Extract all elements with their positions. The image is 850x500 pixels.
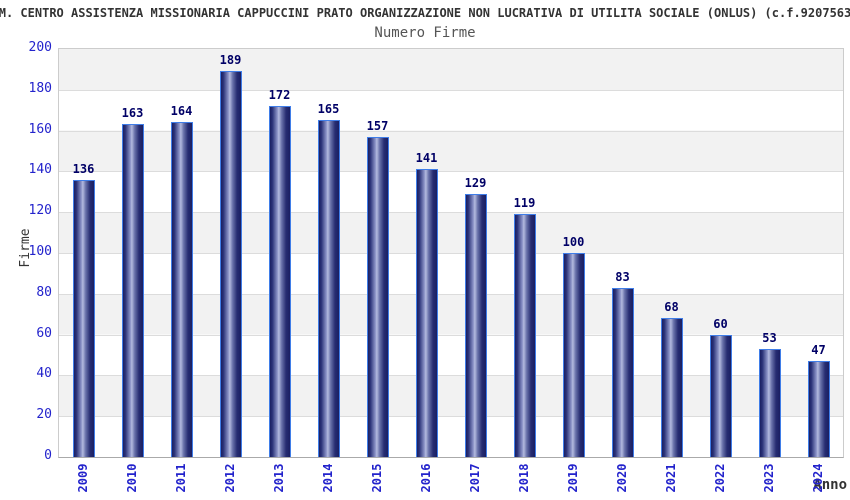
grid-line [59, 89, 843, 91]
grid-line [59, 375, 843, 377]
x-tick-label: 2017 [467, 463, 482, 493]
chart-title: A.M. CENTRO ASSISTENZA MISSIONARIA CAPPU… [0, 6, 850, 20]
y-tick-label: 140 [28, 162, 52, 178]
bar [513, 214, 536, 457]
x-tick-label: 2018 [516, 463, 531, 493]
bar [121, 124, 144, 457]
bar-value-label: 83 [615, 269, 630, 284]
bar [660, 318, 683, 457]
x-tick-label: 2024 [810, 463, 825, 493]
bar-value-label: 129 [464, 175, 487, 190]
bar [317, 120, 340, 457]
y-tick-label: 200 [28, 40, 52, 55]
x-tick-label: 2011 [173, 463, 188, 493]
y-tick-label: 120 [28, 203, 52, 219]
x-tick-label: 2016 [418, 463, 433, 493]
grid-line [59, 212, 843, 214]
bar-value-label: 100 [562, 235, 585, 249]
bar [72, 179, 95, 457]
y-tick-label: 180 [28, 80, 52, 96]
bar-value-label: 157 [366, 118, 389, 133]
grid-line [59, 253, 843, 254]
bar [807, 361, 830, 457]
bar-value-label: 68 [664, 300, 679, 315]
bar [366, 136, 389, 457]
x-tick-label: 2014 [320, 463, 335, 493]
x-tick-label: 2023 [761, 463, 776, 493]
grid-line [59, 334, 843, 336]
bar-value-label: 141 [415, 151, 438, 166]
bar [170, 122, 193, 457]
bar [415, 169, 438, 457]
grid-line [59, 293, 843, 295]
bar [219, 71, 242, 457]
bar [709, 334, 732, 457]
x-axis-title: Anno [813, 477, 847, 493]
bar-value-label: 119 [513, 196, 536, 211]
bar-value-label: 189 [219, 53, 242, 68]
x-tick-label: 2021 [663, 463, 678, 493]
bar-value-label: 163 [121, 106, 144, 121]
x-tick-label: 2020 [614, 463, 629, 493]
x-tick-label: 2010 [124, 463, 139, 493]
y-tick-label: 20 [36, 407, 52, 423]
bar-value-label: 47 [811, 343, 826, 358]
y-tick-label: 60 [36, 325, 52, 341]
plot-area: 136 163 164 189 172 165 157 141 129 119 100 83 68 60 5… [58, 48, 844, 458]
chart-subtitle: Numero Firme [374, 25, 476, 41]
bar [758, 348, 781, 457]
x-tick-label: 2019 [565, 463, 580, 493]
bar-value-label: 53 [762, 330, 777, 345]
x-tick-label: 2015 [369, 463, 384, 493]
x-tick-label: 2013 [271, 463, 286, 493]
y-tick-label: 40 [36, 366, 52, 382]
bar-value-label: 60 [713, 316, 728, 331]
grid-line [59, 416, 843, 418]
bar [268, 106, 291, 457]
y-tick-label: 0 [44, 448, 52, 463]
bar-value-label: 172 [268, 88, 291, 103]
bar-value-label: 136 [72, 161, 95, 176]
x-tick-label: 2022 [712, 463, 727, 493]
bar-value-label: 165 [317, 102, 340, 117]
grid-line [59, 130, 843, 132]
bar-value-label: 164 [170, 104, 193, 119]
y-tick-label: 100 [28, 244, 52, 259]
bar [562, 253, 585, 457]
bar [464, 193, 487, 457]
grid-line [59, 171, 843, 173]
bar [611, 287, 634, 457]
y-tick-label: 160 [28, 121, 52, 137]
x-tick-label: 2009 [75, 463, 90, 493]
x-tick-label: 2012 [222, 463, 237, 493]
y-tick-label: 80 [36, 284, 52, 300]
